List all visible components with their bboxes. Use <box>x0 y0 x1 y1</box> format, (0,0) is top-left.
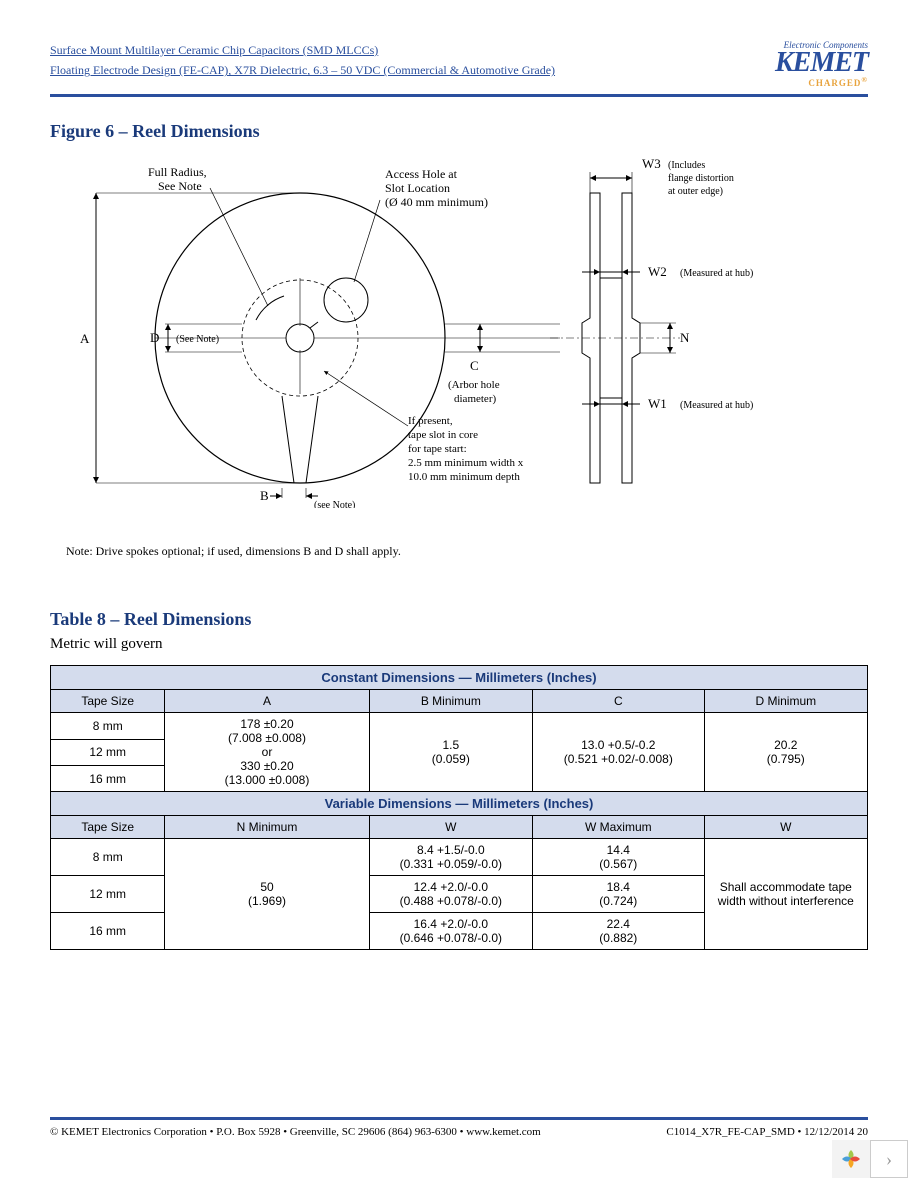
svg-text:(Arbor hole: (Arbor hole <box>448 379 500 391</box>
logo-text: KEMET <box>775 50 868 75</box>
cell: 8 mm <box>51 713 165 739</box>
svg-text:flange distortion: flange distortion <box>668 173 734 184</box>
cell: 50 (1.969) <box>165 839 369 950</box>
cell: 20.2 (0.795) <box>704 713 867 792</box>
cell: 18.4 (0.724) <box>533 876 705 913</box>
cell: 14.4 (0.567) <box>533 839 705 876</box>
pager-logo-icon[interactable] <box>832 1140 870 1178</box>
svg-text:for tape start:: for tape start: <box>408 443 467 455</box>
svg-text:Slot Location: Slot Location <box>385 181 450 195</box>
header-line1: Surface Mount Multilayer Ceramic Chip Ca… <box>50 40 555 60</box>
footer-left: © KEMET Electronics Corporation • P.O. B… <box>50 1126 541 1138</box>
svg-text:C: C <box>470 358 479 373</box>
page-footer: © KEMET Electronics Corporation • P.O. B… <box>50 1117 868 1138</box>
col-b: B Minimum <box>369 690 532 713</box>
col-wmax: W Maximum <box>533 816 705 839</box>
col-c: C <box>533 690 705 713</box>
col-d: D Minimum <box>704 690 867 713</box>
constant-header: Constant Dimensions — Millimeters (Inche… <box>51 666 868 690</box>
cell: 12 mm <box>51 739 165 765</box>
svg-text:10.0 mm minimum depth: 10.0 mm minimum depth <box>408 471 520 483</box>
col-tape-size: Tape Size <box>51 690 165 713</box>
svg-text:(see Note): (see Note) <box>314 500 355 508</box>
cell: 13.0 +0.5/-0.2 (0.521 +0.02/-0.008) <box>533 713 705 792</box>
cell: 1.5 (0.059) <box>369 713 532 792</box>
svg-text:W2: W2 <box>648 264 667 279</box>
col-n: N Minimum <box>165 816 369 839</box>
diagram-svg: A D (See Note) B (see Note) Full Radius,… <box>50 148 868 508</box>
header-subtitle: Surface Mount Multilayer Ceramic Chip Ca… <box>50 40 555 81</box>
figure-note: Note: Drive spokes optional; if used, di… <box>66 544 868 559</box>
figure-title: Figure 6 – Reel Dimensions <box>50 121 868 142</box>
svg-text:See Note: See Note <box>158 179 202 193</box>
cell: 8 mm <box>51 839 165 876</box>
table-title: Table 8 – Reel Dimensions <box>50 609 868 630</box>
col-w: W <box>369 816 532 839</box>
col-a: A <box>165 690 369 713</box>
footer-right: C1014_X7R_FE-CAP_SMD • 12/12/2014 20 <box>666 1126 868 1138</box>
cell: Shall accommodate tape width without int… <box>704 839 867 950</box>
svg-text:(Includes: (Includes <box>668 160 705 171</box>
chevron-right-icon: › <box>886 1149 892 1170</box>
reel-diagram: A D (See Note) B (see Note) Full Radius,… <box>50 148 868 538</box>
svg-text:Access Hole at: Access Hole at <box>385 167 458 181</box>
svg-text:(Measured at hub): (Measured at hub) <box>680 268 753 279</box>
page-header: Surface Mount Multilayer Ceramic Chip Ca… <box>50 40 868 97</box>
svg-text:W1: W1 <box>648 396 667 411</box>
svg-text:N: N <box>680 330 690 345</box>
cell: 22.4 (0.882) <box>533 913 705 950</box>
svg-text:tape slot in core: tape slot in core <box>408 429 478 441</box>
svg-text:(See Note): (See Note) <box>176 334 219 345</box>
cell: 12.4 +2.0/-0.0 (0.488 +0.078/-0.0) <box>369 876 532 913</box>
cell: 12 mm <box>51 876 165 913</box>
col-wnote: W <box>704 816 867 839</box>
header-line2: Floating Electrode Design (FE-CAP), X7R … <box>50 60 555 80</box>
svg-text:If present,: If present, <box>408 415 453 427</box>
reel-dimensions-table: Constant Dimensions — Millimeters (Inche… <box>50 665 868 950</box>
table-subtitle: Metric will govern <box>50 636 868 653</box>
svg-text:A: A <box>80 331 90 346</box>
svg-text:(Ø 40 mm minimum): (Ø 40 mm minimum) <box>385 195 488 209</box>
svg-text:(Measured at hub): (Measured at hub) <box>680 400 753 411</box>
svg-text:W3: W3 <box>642 156 661 171</box>
cell: 16 mm <box>51 913 165 950</box>
col-tape-size: Tape Size <box>51 816 165 839</box>
svg-text:Full Radius,: Full Radius, <box>148 165 207 179</box>
svg-text:B: B <box>260 488 269 503</box>
pager: › <box>832 1140 908 1178</box>
next-page-button[interactable]: › <box>870 1140 908 1178</box>
kemet-logo: Electronic Components KEMET CHARGED® <box>775 40 868 88</box>
cell: 178 ±0.20 (7.008 ±0.008) or 330 ±0.20 (1… <box>165 713 369 792</box>
variable-header: Variable Dimensions — Millimeters (Inche… <box>51 792 868 816</box>
cell: 8.4 +1.5/-0.0 (0.331 +0.059/-0.0) <box>369 839 532 876</box>
svg-text:2.5 mm minimum width x: 2.5 mm minimum width x <box>408 457 524 469</box>
cell: 16 mm <box>51 765 165 791</box>
svg-text:D: D <box>150 330 159 345</box>
svg-text:diameter): diameter) <box>454 393 496 405</box>
svg-text:at outer edge): at outer edge) <box>668 186 723 197</box>
cell: 16.4 +2.0/-0.0 (0.646 +0.078/-0.0) <box>369 913 532 950</box>
